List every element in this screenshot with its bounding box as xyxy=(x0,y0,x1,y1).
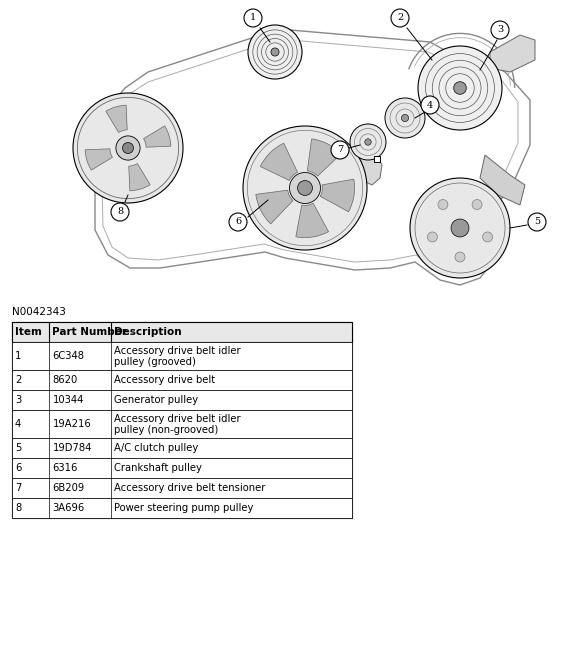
Bar xyxy=(12,370,352,390)
Circle shape xyxy=(428,232,438,242)
Polygon shape xyxy=(480,155,525,205)
Text: 3: 3 xyxy=(497,25,503,34)
Wedge shape xyxy=(256,190,293,224)
Polygon shape xyxy=(490,35,535,72)
Text: 6C348: 6C348 xyxy=(53,351,84,361)
Circle shape xyxy=(455,252,465,262)
Text: 19D784: 19D784 xyxy=(53,443,92,453)
Text: Description: Description xyxy=(113,327,181,337)
Bar xyxy=(374,156,380,162)
Text: 5: 5 xyxy=(15,443,22,453)
Text: Power steering pump pulley: Power steering pump pulley xyxy=(113,503,253,513)
Bar xyxy=(12,410,352,438)
Text: 6316: 6316 xyxy=(53,463,78,473)
Circle shape xyxy=(391,9,409,27)
Bar xyxy=(12,478,352,498)
Text: 8: 8 xyxy=(15,503,21,513)
Circle shape xyxy=(116,136,140,160)
Wedge shape xyxy=(307,139,341,176)
Polygon shape xyxy=(358,142,382,185)
Circle shape xyxy=(298,180,312,196)
Bar xyxy=(12,322,352,518)
Circle shape xyxy=(454,82,466,94)
Text: 6: 6 xyxy=(235,218,241,226)
Text: 3: 3 xyxy=(15,395,21,405)
Text: Part Number: Part Number xyxy=(53,327,128,337)
Circle shape xyxy=(491,21,509,39)
Text: 8: 8 xyxy=(117,208,123,216)
Text: 1: 1 xyxy=(15,351,22,361)
Text: 2: 2 xyxy=(397,13,403,23)
Text: Generator pulley: Generator pulley xyxy=(113,395,198,405)
Text: 10344: 10344 xyxy=(53,395,84,405)
Bar xyxy=(12,498,352,518)
Wedge shape xyxy=(296,203,329,238)
Text: 6B209: 6B209 xyxy=(53,483,85,493)
Wedge shape xyxy=(320,179,355,212)
Wedge shape xyxy=(85,149,112,170)
Text: N0042343: N0042343 xyxy=(12,307,66,317)
Text: 7: 7 xyxy=(15,483,22,493)
Text: Accessory drive belt: Accessory drive belt xyxy=(113,375,215,385)
Text: Accessory drive belt tensioner: Accessory drive belt tensioner xyxy=(113,483,265,493)
Text: pulley (non-grooved): pulley (non-grooved) xyxy=(113,425,218,435)
Text: 1: 1 xyxy=(250,13,256,23)
Circle shape xyxy=(528,213,546,231)
Wedge shape xyxy=(143,126,171,147)
Text: Accessory drive belt idler: Accessory drive belt idler xyxy=(113,414,240,424)
Circle shape xyxy=(421,96,439,114)
Circle shape xyxy=(472,200,482,210)
Text: 19A216: 19A216 xyxy=(53,419,91,429)
Bar xyxy=(12,322,352,342)
Text: Crankshaft pulley: Crankshaft pulley xyxy=(113,463,201,473)
Circle shape xyxy=(451,219,469,237)
Circle shape xyxy=(438,200,448,210)
Wedge shape xyxy=(106,105,127,133)
Circle shape xyxy=(244,9,262,27)
Text: Accessory drive belt idler: Accessory drive belt idler xyxy=(113,346,240,356)
Text: 6: 6 xyxy=(15,463,22,473)
Circle shape xyxy=(401,115,408,121)
Text: 5: 5 xyxy=(534,218,540,226)
Text: A/C clutch pulley: A/C clutch pulley xyxy=(113,443,198,453)
Text: 3A696: 3A696 xyxy=(53,503,85,513)
Circle shape xyxy=(111,203,129,221)
Circle shape xyxy=(418,46,502,130)
Circle shape xyxy=(122,143,133,153)
Circle shape xyxy=(243,126,367,250)
Wedge shape xyxy=(260,143,298,180)
Circle shape xyxy=(350,124,386,160)
Text: 4: 4 xyxy=(15,419,21,429)
Circle shape xyxy=(73,93,183,203)
Bar xyxy=(12,390,352,410)
Circle shape xyxy=(331,141,349,159)
Circle shape xyxy=(385,98,425,138)
Bar xyxy=(12,458,352,478)
Text: pulley (grooved): pulley (grooved) xyxy=(113,356,195,366)
Circle shape xyxy=(248,25,302,79)
Bar xyxy=(12,438,352,458)
Wedge shape xyxy=(129,163,150,191)
Circle shape xyxy=(483,232,493,242)
Circle shape xyxy=(271,48,279,56)
Circle shape xyxy=(290,172,321,204)
Circle shape xyxy=(365,139,371,145)
Bar xyxy=(12,342,352,370)
Text: 2: 2 xyxy=(15,375,22,385)
Text: 4: 4 xyxy=(427,100,433,109)
Text: 8620: 8620 xyxy=(53,375,78,385)
Text: Item: Item xyxy=(15,327,42,337)
Circle shape xyxy=(410,178,510,278)
Text: 7: 7 xyxy=(337,145,343,155)
Circle shape xyxy=(229,213,247,231)
